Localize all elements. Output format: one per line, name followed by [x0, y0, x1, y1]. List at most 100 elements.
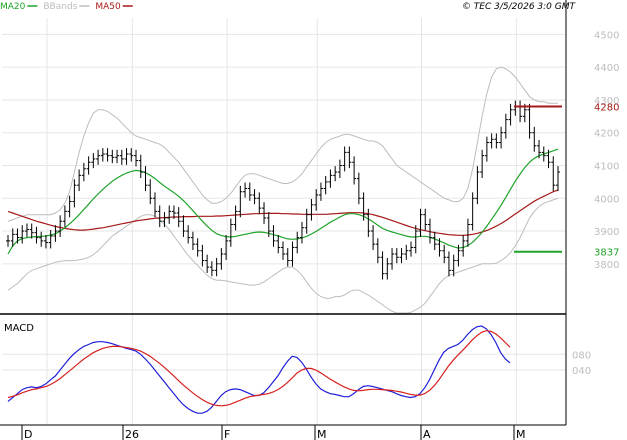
price-bar	[347, 146, 352, 169]
price-bar	[72, 179, 77, 208]
copyright-label: © TEC 3/5/2026 3:0 GMT	[462, 2, 577, 12]
price-bar	[394, 248, 399, 264]
bbands-upper-line	[7, 66, 558, 222]
price-bar	[356, 172, 361, 205]
price-bar	[247, 182, 252, 201]
x-axis-label: M	[317, 428, 327, 440]
price-bar	[342, 146, 347, 172]
price-bar	[409, 241, 414, 257]
price-bar	[361, 192, 366, 221]
price-bar	[380, 251, 385, 280]
price-bar	[29, 223, 34, 239]
price-bar	[437, 238, 442, 257]
price-bar	[228, 218, 233, 247]
macd-y-tick-label: 080	[572, 350, 591, 361]
price-bar	[105, 148, 110, 162]
price-bar	[399, 248, 404, 264]
price-y-tick-label: 3800	[594, 260, 619, 271]
price-bar	[333, 166, 338, 182]
price-bar	[484, 136, 489, 162]
legend-label: MA20	[0, 2, 26, 12]
price-bar	[200, 244, 205, 267]
price-bar	[518, 100, 523, 123]
price-bar	[432, 231, 437, 251]
price-bar	[15, 228, 20, 244]
price-bar	[219, 248, 224, 270]
price-bar	[34, 226, 39, 244]
price-bar	[6, 234, 10, 247]
price-bar	[115, 149, 120, 164]
price-bar	[243, 182, 248, 198]
price-y-tick-label: 4200	[594, 129, 619, 140]
price-bar	[413, 225, 418, 254]
price-bar	[385, 257, 390, 280]
signal-line	[7, 330, 511, 407]
price-bar	[148, 179, 153, 205]
price-bar	[352, 156, 357, 185]
macd-y-tick-label: 040	[572, 366, 591, 377]
x-axis-label: M	[516, 428, 526, 440]
price-bar	[91, 153, 96, 169]
price-y-tick-label: 4400	[594, 63, 619, 74]
legend-label: BBands	[43, 2, 77, 12]
price-bar	[138, 154, 143, 178]
price-bar	[238, 185, 243, 218]
price-bar	[134, 149, 139, 167]
price-bar	[58, 215, 63, 237]
x-axis-label: F	[224, 428, 230, 440]
price-bar	[456, 244, 461, 267]
price-panel: 3800 3900 4000 4100 4200 4300 4400 4500 4280 3837	[2, 18, 619, 425]
x-axis-label: A	[423, 428, 431, 440]
price-bar	[100, 148, 105, 162]
x-axis-label: D	[24, 428, 32, 440]
annotation-label: 4280	[594, 103, 619, 114]
price-bar	[366, 208, 371, 237]
price-bar	[427, 218, 432, 244]
ma20-line	[7, 148, 559, 255]
price-bar	[423, 208, 428, 231]
price-bar	[556, 166, 560, 192]
price-bar	[503, 113, 508, 139]
price-bar	[470, 192, 475, 231]
price-bar	[119, 149, 124, 165]
price-bar	[418, 208, 423, 237]
price-bar	[262, 202, 267, 224]
price-bar	[171, 205, 176, 219]
bbands-lower-line	[7, 197, 559, 314]
price-bar	[446, 251, 451, 277]
price-bar	[299, 221, 304, 244]
annotation-label: 3837	[594, 248, 619, 259]
price-y-tick-label: 3900	[594, 227, 619, 238]
price-bar	[10, 228, 15, 247]
price-bar	[541, 146, 546, 162]
price-bar	[86, 156, 91, 175]
price-bar	[551, 156, 556, 192]
price-bar	[390, 248, 395, 270]
price-bar	[281, 241, 285, 260]
price-y-tick-label: 4100	[594, 162, 619, 173]
legend-label: MA50	[95, 2, 121, 12]
price-bar	[508, 103, 513, 126]
price-bar	[209, 261, 214, 277]
price-bar	[96, 149, 101, 165]
price-bar	[323, 175, 328, 195]
macd-panel: 040 080 MACD	[2, 323, 591, 414]
price-bar	[480, 149, 485, 178]
price-bar	[152, 192, 157, 218]
price-bar	[371, 225, 376, 251]
price-bar	[337, 159, 342, 178]
price-bar	[546, 149, 551, 169]
price-bar	[499, 126, 504, 149]
price-bar	[314, 189, 319, 211]
price-bar	[465, 218, 470, 247]
price-bar	[62, 205, 67, 228]
price-bar	[475, 166, 480, 205]
price-bar	[461, 234, 466, 257]
price-bar	[77, 169, 82, 192]
price-bar	[290, 241, 295, 267]
price-bar	[190, 231, 195, 251]
price-bar	[162, 212, 167, 228]
chart-frame: D 26 F M A M	[0, 0, 567, 440]
price-y-tick-label: 4000	[594, 194, 619, 205]
price-bar	[124, 148, 129, 165]
